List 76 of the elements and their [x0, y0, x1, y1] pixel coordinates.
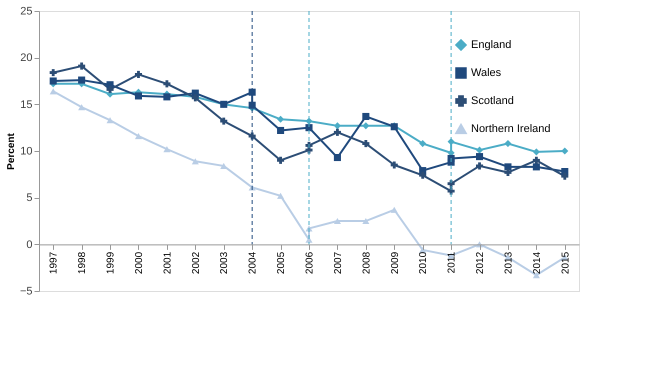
y-tick-label: 10 — [20, 146, 32, 158]
point — [134, 70, 142, 78]
x-tick-label: 1998 — [77, 251, 88, 274]
point — [277, 116, 284, 123]
x-tick-label: 2012 — [475, 251, 486, 274]
point — [50, 69, 57, 76]
point — [561, 147, 568, 155]
point — [476, 146, 484, 154]
point — [163, 146, 170, 152]
point — [362, 140, 370, 148]
point — [334, 128, 341, 136]
point — [220, 118, 228, 125]
x-tick-label: 2009 — [390, 251, 401, 274]
legend-label: Wales — [471, 67, 502, 79]
y-tick-label: 15 — [20, 98, 32, 111]
point — [419, 172, 426, 179]
legend-label: England — [471, 39, 512, 51]
point — [362, 112, 370, 120]
point — [192, 158, 199, 164]
point — [334, 218, 341, 224]
x-tick-label: 2014 — [532, 251, 543, 274]
point — [390, 206, 398, 213]
x-tick-label: 2010 — [418, 251, 430, 274]
y-tick-label: 25 — [20, 6, 32, 18]
point — [448, 154, 455, 162]
point — [163, 80, 170, 88]
x-tick-label: 2003 — [219, 251, 230, 274]
point — [334, 154, 341, 162]
x-tick-label: 2004 — [248, 251, 259, 274]
point — [504, 168, 512, 176]
point — [248, 102, 256, 109]
legend-label: Northern Ireland — [471, 123, 550, 135]
y-tick-label: 0 — [26, 238, 32, 251]
x-tick-label: 2008 — [361, 251, 372, 274]
point — [78, 62, 86, 70]
point — [532, 163, 540, 170]
point — [50, 88, 57, 94]
point — [134, 133, 142, 140]
point — [476, 153, 484, 160]
x-tick-label: 2001 — [162, 251, 174, 274]
point — [163, 93, 170, 100]
point — [78, 104, 86, 110]
point — [504, 140, 512, 148]
point — [277, 192, 284, 199]
x-tick-label: 2007 — [332, 251, 344, 274]
y-tick-label: −5 — [20, 286, 32, 298]
legend-label: Scotland — [471, 95, 514, 107]
point — [390, 161, 398, 169]
point — [50, 77, 57, 85]
x-tick-label: 2015 — [560, 251, 572, 274]
point — [419, 140, 426, 148]
point — [277, 156, 284, 164]
point — [78, 76, 86, 84]
y-axis-title: Percent — [6, 132, 17, 170]
point — [248, 88, 256, 96]
point — [277, 126, 284, 134]
point — [334, 122, 341, 130]
x-tick-label: 2002 — [190, 251, 202, 274]
x-tick-label: 1999 — [106, 251, 117, 274]
point — [106, 86, 114, 93]
y-tick-label: 20 — [20, 52, 32, 64]
x-tick-label: 2006 — [304, 251, 316, 274]
point — [532, 156, 540, 164]
point — [106, 117, 114, 124]
x-tick-label: 2011 — [446, 251, 458, 274]
y-tick-label: 5 — [26, 192, 32, 204]
point — [476, 162, 484, 170]
x-tick-label: 2013 — [503, 251, 514, 274]
point — [532, 148, 540, 156]
point — [362, 218, 370, 224]
x-tick-label: 2005 — [276, 251, 288, 274]
point — [561, 172, 568, 180]
point — [362, 122, 370, 130]
x-tick-label: 1997 — [48, 251, 60, 274]
point — [134, 92, 142, 100]
x-tick-label: 2000 — [134, 251, 145, 274]
